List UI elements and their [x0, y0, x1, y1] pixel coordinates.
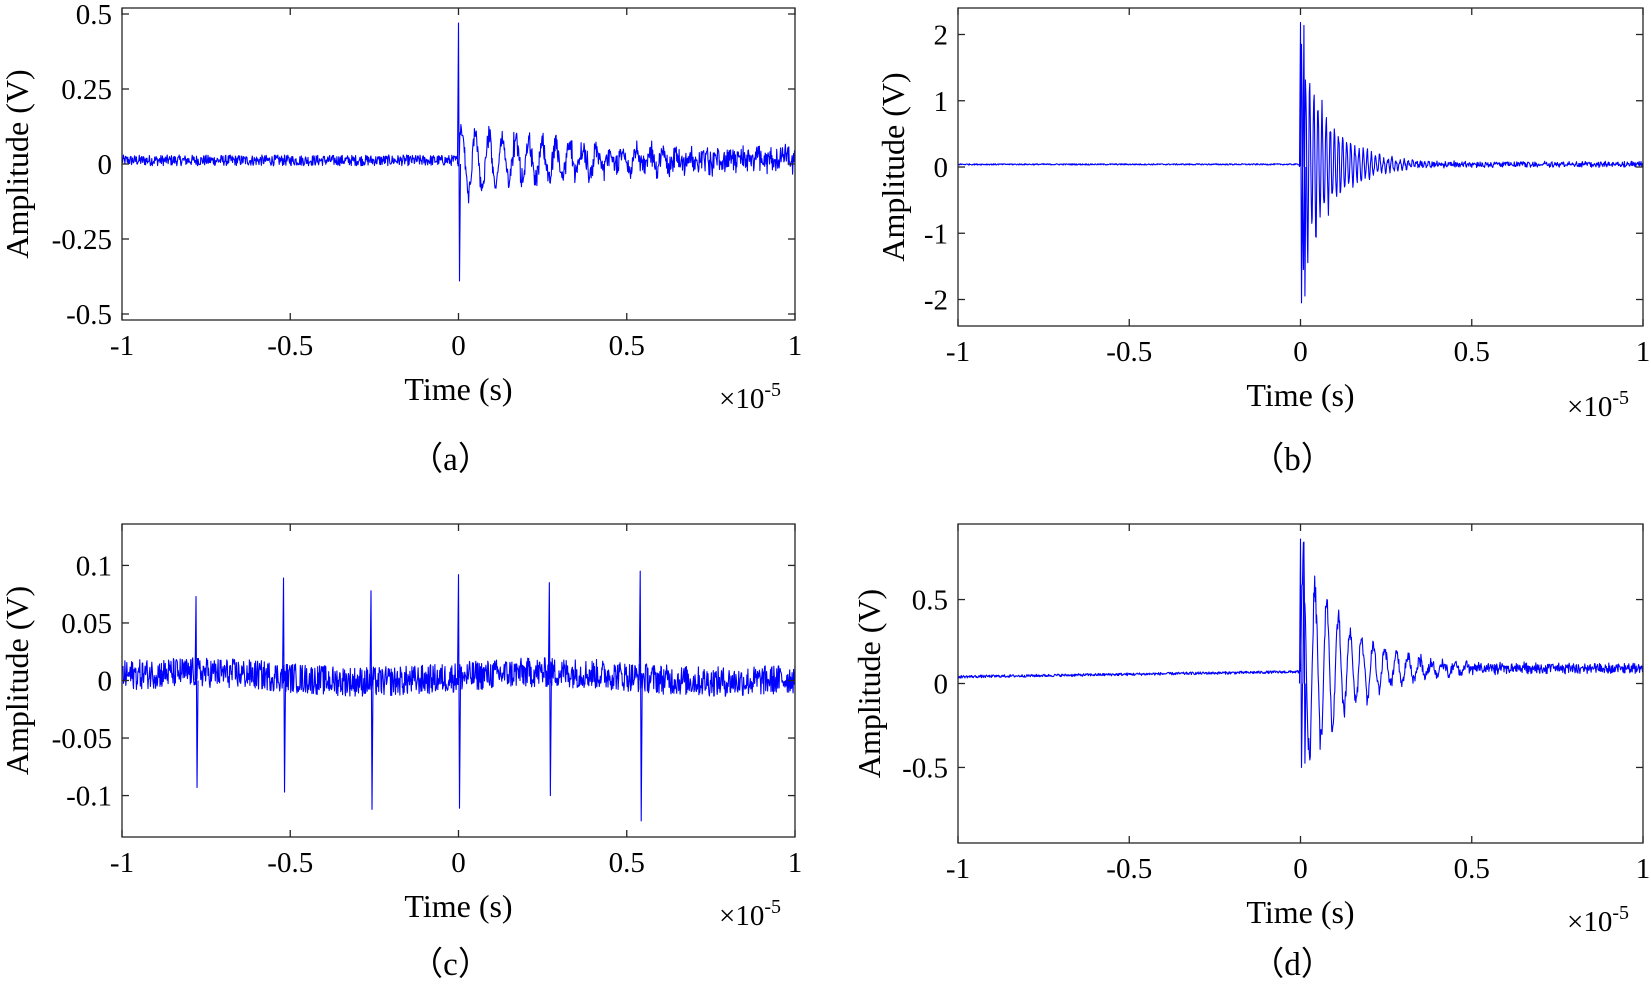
x-tick-label: -1 [110, 847, 134, 879]
x-tick-label: 1 [788, 330, 803, 362]
y-tick-label: 0.1 [76, 550, 112, 582]
y-tick-label: 2 [934, 20, 949, 52]
spike-mark [281, 577, 287, 793]
y-axis-label: Amplitude (V) [0, 69, 35, 258]
x-tick-label: 0 [451, 847, 466, 879]
x-axis-label: Time (s) [404, 371, 512, 407]
chart-panel-2: -1 -0.5 0 0.5 1 -0.1 -0.05 0 0.05 0.1 Time (s) ×10-… [0, 523, 803, 983]
panel-label: （d） [1251, 947, 1334, 983]
x-tick-label: -0.5 [267, 847, 313, 879]
spike-mark [547, 582, 552, 797]
y-tick-label: -0.05 [52, 723, 112, 755]
x-tick-label: 0.5 [609, 847, 645, 879]
y-tick-label: -0.25 [52, 224, 112, 256]
spike-mark [194, 595, 199, 789]
panel-label: （a） [410, 442, 491, 478]
x-tick-label: 0 [1293, 336, 1308, 368]
y-tick-label: 0.5 [912, 585, 948, 617]
x-tick-label: 1 [788, 847, 803, 879]
y-tick-label: -0.5 [902, 752, 948, 784]
y-tick-label: 0 [934, 152, 949, 184]
x-tick-label: -1 [110, 330, 134, 362]
x-tick-label: -0.5 [267, 330, 313, 362]
y-tick-label: 0 [98, 666, 113, 698]
spike-mark [1298, 538, 1304, 768]
x-tick-label: -1 [946, 853, 970, 885]
x-tick-label: 1 [1636, 336, 1651, 368]
y-tick-label: -2 [924, 285, 948, 317]
x-tick-label: 1 [1636, 853, 1651, 885]
x-tick-label: 0.5 [1454, 336, 1490, 368]
spike-mark [1302, 541, 1307, 764]
x-tick-label: 0 [451, 330, 466, 362]
y-tick-label: -0.1 [66, 781, 112, 813]
x-tick-label: -0.5 [1106, 336, 1152, 368]
y-tick-label: -0.5 [66, 299, 112, 331]
x-exponent-label: ×10-5 [1567, 902, 1629, 938]
y-tick-label: 0.05 [61, 608, 112, 640]
y-tick-label: -1 [924, 218, 948, 250]
x-axis-label: Time (s) [404, 888, 512, 924]
y-tick-label: 0.5 [76, 0, 112, 31]
spike-mark [638, 570, 643, 822]
spike-mark [1302, 24, 1307, 297]
panel-label: （c） [410, 947, 491, 983]
x-tick-label: 0 [1293, 853, 1308, 885]
y-tick-label: 0 [98, 149, 113, 181]
x-tick-label: 0.5 [1454, 853, 1490, 885]
y-axis-label: Amplitude (V) [875, 72, 911, 261]
spike-mark [456, 22, 462, 282]
y-axis-label: Amplitude (V) [851, 589, 887, 778]
signal-trace [957, 542, 1644, 761]
chart-panel-1: -1 -0.5 0 0.5 1 -2 -1 0 1 2 Time (s) ×10-5 Amplitude… [875, 7, 1651, 478]
panel-label: （b） [1251, 442, 1334, 478]
x-tick-label: -0.5 [1106, 853, 1152, 885]
x-axis-label: Time (s) [1246, 894, 1354, 930]
x-axis-label: Time (s) [1246, 377, 1354, 413]
y-axis-label: Amplitude (V) [0, 586, 35, 775]
x-exponent-label: ×10-5 [719, 896, 781, 932]
chart-panel-3: -1 -0.5 0 0.5 1 -0.5 0 0.5 Time (s) ×10-5 Amplitud… [851, 523, 1651, 983]
x-exponent-label: ×10-5 [1567, 387, 1629, 423]
x-tick-label: -1 [946, 336, 970, 368]
x-tick-label: 0.5 [609, 330, 645, 362]
spike-mark [456, 574, 462, 809]
y-tick-label: 0.25 [61, 74, 112, 106]
spike-mark [369, 590, 374, 810]
y-tick-label: 1 [934, 86, 949, 118]
signal-trace [121, 123, 796, 204]
x-exponent-label: ×10-5 [719, 379, 781, 415]
spike-mark [1298, 22, 1304, 304]
y-tick-label: 0 [934, 669, 949, 701]
